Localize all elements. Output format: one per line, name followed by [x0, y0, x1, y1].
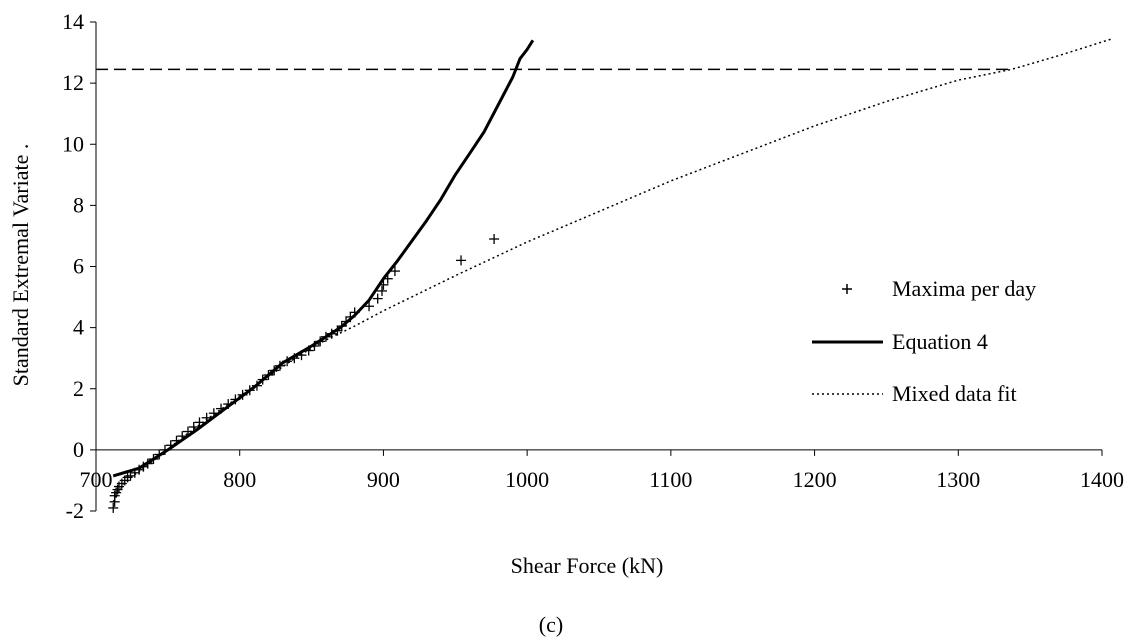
x-tick-label: 1300: [936, 467, 980, 492]
legend-item-equation-4: Equation 4: [812, 329, 988, 354]
equation-4-line: [113, 40, 533, 476]
y-tick-label: 8: [73, 192, 84, 217]
x-tick-label: 900: [367, 467, 400, 492]
scatter-point: [216, 404, 226, 414]
maxima-scatter-series: [108, 234, 499, 513]
legend-label-equation-4: Equation 4: [892, 329, 988, 354]
y-tick-label: 4: [73, 315, 84, 340]
legend-item-mixed-fit: Mixed data fit: [812, 381, 1017, 406]
y-tick-label: 12: [62, 70, 84, 95]
legend: Maxima per day Equation 4 Mixed data fit: [812, 276, 1036, 406]
y-axis-title: Standard Extremal Variate .: [8, 144, 33, 387]
x-tick-label: 1000: [505, 467, 549, 492]
x-axis-title: Shear Force (kN): [511, 553, 664, 578]
figure-caption: (c): [539, 612, 563, 637]
legend-item-maxima: Maxima per day: [842, 276, 1036, 301]
axes: [90, 22, 1102, 511]
x-tick-labels: 700 800 900 1000 1100 1200 1300 1400: [80, 467, 1125, 492]
y-tick-label: 10: [62, 131, 84, 156]
scatter-point: [350, 307, 360, 317]
scatter-point: [489, 234, 499, 244]
x-tick-label: 800: [223, 467, 256, 492]
x-tick-label: 700: [80, 467, 113, 492]
legend-label-mixed-fit: Mixed data fit: [892, 381, 1017, 406]
mixed-data-fit-line: [113, 39, 1112, 502]
y-tick-label: 6: [73, 254, 84, 279]
x-tick-label: 1200: [793, 467, 837, 492]
x-tick-label: 1100: [649, 467, 692, 492]
y-tick-labels: -2 0 2 4 6 8 10 12 14: [62, 9, 84, 523]
y-tick-label: 0: [73, 437, 84, 462]
y-tick-label: 14: [62, 9, 84, 34]
y-tick-label: 2: [73, 376, 84, 401]
y-tick-label: -2: [66, 498, 84, 523]
scatter-point: [456, 255, 466, 265]
legend-label-maxima: Maxima per day: [892, 276, 1036, 301]
scatter-point: [171, 436, 181, 446]
x-tick-label: 1400: [1080, 467, 1124, 492]
scatter-point: [108, 503, 118, 513]
